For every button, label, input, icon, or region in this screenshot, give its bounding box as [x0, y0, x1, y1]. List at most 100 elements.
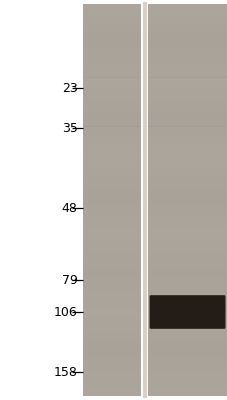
Bar: [83, 112, 141, 117]
FancyBboxPatch shape: [149, 295, 225, 329]
Bar: [83, 322, 141, 327]
Bar: [83, 288, 141, 293]
Bar: [83, 141, 141, 146]
Bar: [148, 170, 226, 176]
Bar: [148, 259, 226, 264]
Bar: [148, 112, 226, 117]
Bar: [83, 146, 141, 151]
Bar: [83, 107, 141, 112]
Bar: [148, 141, 226, 146]
Bar: [148, 254, 226, 259]
Bar: [83, 185, 141, 190]
Bar: [83, 78, 141, 82]
Bar: [148, 386, 226, 391]
Bar: [83, 244, 141, 249]
Bar: [83, 347, 141, 352]
Bar: [148, 264, 226, 269]
Bar: [83, 283, 141, 288]
Bar: [148, 53, 226, 58]
Bar: [83, 180, 141, 185]
Bar: [83, 372, 141, 376]
Bar: [83, 102, 141, 107]
Bar: [148, 391, 226, 396]
Bar: [148, 200, 226, 205]
Bar: [83, 82, 141, 87]
Bar: [148, 210, 226, 215]
Bar: [83, 9, 141, 14]
Bar: [148, 68, 226, 73]
Bar: [83, 303, 141, 308]
Text: 158: 158: [53, 366, 77, 378]
Bar: [148, 4, 226, 9]
Bar: [83, 43, 141, 48]
Bar: [83, 230, 141, 234]
Bar: [148, 87, 226, 92]
Bar: [83, 132, 141, 136]
Bar: [148, 28, 226, 34]
Text: 35: 35: [61, 122, 77, 134]
Bar: [148, 38, 226, 43]
Bar: [148, 117, 226, 122]
Bar: [83, 38, 141, 43]
Bar: [83, 176, 141, 180]
Bar: [148, 132, 226, 136]
Bar: [83, 293, 141, 298]
Bar: [148, 376, 226, 381]
Bar: [148, 224, 226, 230]
Bar: [83, 239, 141, 244]
Bar: [83, 4, 141, 9]
Bar: [148, 249, 226, 254]
Bar: [148, 313, 226, 318]
Bar: [83, 381, 141, 386]
Bar: [83, 24, 141, 28]
Bar: [148, 176, 226, 180]
Bar: [148, 274, 226, 278]
Bar: [148, 366, 226, 372]
Bar: [148, 318, 226, 322]
Bar: [83, 386, 141, 391]
Bar: [83, 117, 141, 122]
Bar: [148, 43, 226, 48]
Bar: [83, 34, 141, 38]
Bar: [148, 63, 226, 68]
Bar: [83, 259, 141, 264]
Bar: [83, 224, 141, 230]
Bar: [83, 122, 141, 126]
Bar: [83, 332, 141, 337]
Bar: [148, 92, 226, 97]
Bar: [148, 126, 226, 131]
Bar: [83, 136, 141, 141]
Bar: [148, 352, 226, 357]
Bar: [148, 269, 226, 274]
Bar: [148, 82, 226, 87]
Text: 79: 79: [61, 274, 77, 286]
Bar: [83, 205, 141, 210]
Bar: [83, 376, 141, 381]
Bar: [148, 278, 226, 283]
Bar: [83, 278, 141, 283]
Bar: [148, 102, 226, 107]
Bar: [148, 342, 226, 347]
Bar: [83, 215, 141, 220]
Bar: [83, 234, 141, 239]
Bar: [83, 68, 141, 73]
Bar: [83, 97, 141, 102]
Bar: [148, 185, 226, 190]
Bar: [148, 156, 226, 161]
Bar: [148, 347, 226, 352]
Bar: [83, 327, 141, 332]
Bar: [83, 87, 141, 92]
Bar: [148, 283, 226, 288]
Bar: [83, 4, 141, 396]
Bar: [148, 288, 226, 293]
Bar: [148, 122, 226, 126]
Bar: [148, 34, 226, 38]
Bar: [83, 151, 141, 156]
Bar: [148, 239, 226, 244]
Bar: [83, 166, 141, 170]
Bar: [148, 107, 226, 112]
Bar: [148, 337, 226, 342]
Bar: [83, 318, 141, 322]
Bar: [83, 200, 141, 205]
Bar: [83, 28, 141, 34]
